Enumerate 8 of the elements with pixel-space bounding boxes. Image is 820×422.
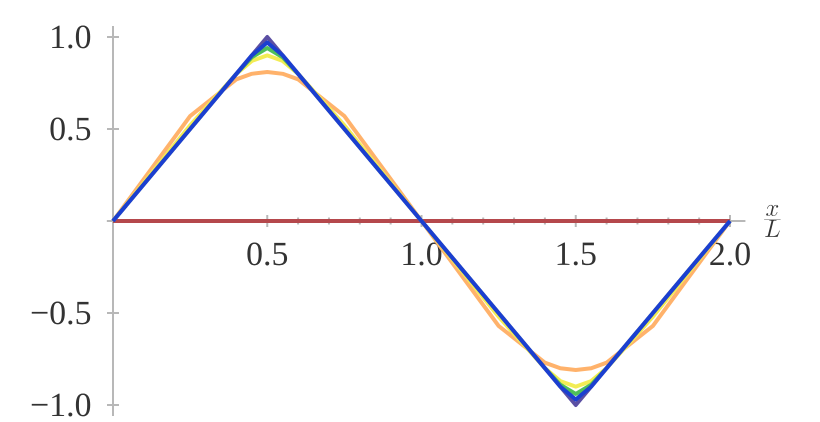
y-tick-label: −0.5 xyxy=(32,301,90,325)
y-tick-label: 0.5 xyxy=(50,117,90,141)
x-tick-label: 0.5 xyxy=(247,242,288,266)
y-tick-label: 1.0 xyxy=(52,25,90,49)
y-tick-label: −1.0 xyxy=(32,393,90,417)
x-axis-title: $\frac{x}{L}$ xyxy=(764,204,781,237)
x-tick-label: 1.5 xyxy=(558,242,596,266)
x-tick-label: 2.0 xyxy=(710,242,750,266)
